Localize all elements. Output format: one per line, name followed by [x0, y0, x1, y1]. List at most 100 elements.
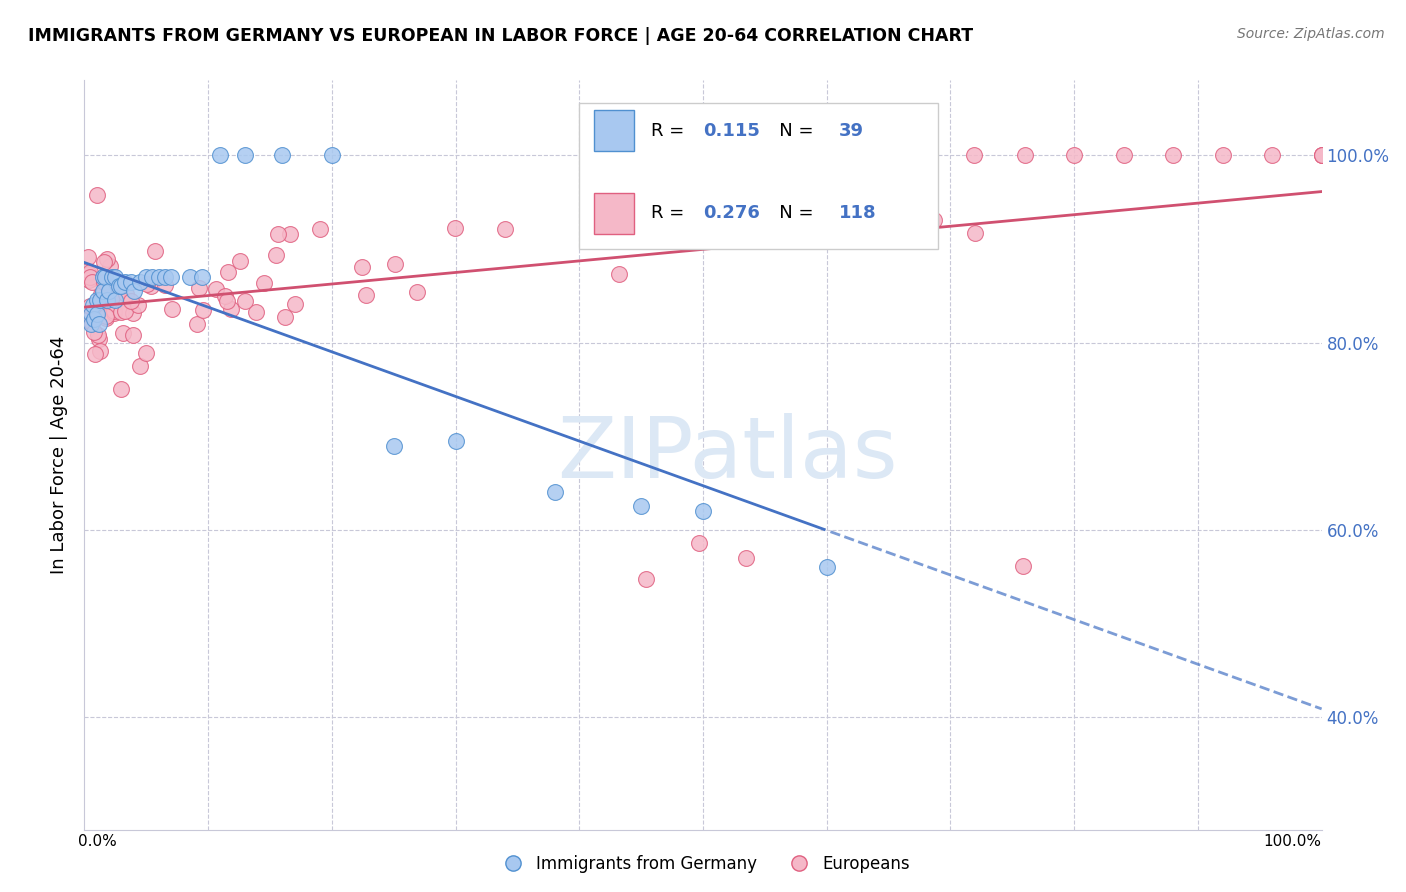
Point — [494, 222, 516, 236]
Point — [205, 282, 228, 296]
Point — [814, 211, 837, 225]
Point — [86, 187, 108, 202]
Point — [121, 306, 143, 320]
Point — [120, 294, 142, 309]
Text: R =: R = — [651, 204, 690, 222]
Point — [1012, 559, 1035, 574]
Point — [86, 301, 108, 315]
Point — [98, 259, 121, 273]
Point — [766, 148, 789, 162]
Text: 100.0%: 100.0% — [1264, 834, 1322, 849]
Point — [692, 504, 714, 518]
Point — [90, 286, 112, 301]
Text: IMMIGRANTS FROM GERMANY VS EUROPEAN IN LABOR FORCE | AGE 20-64 CORRELATION CHART: IMMIGRANTS FROM GERMANY VS EUROPEAN IN L… — [28, 27, 973, 45]
Legend: Immigrants from Germany, Europeans: Immigrants from Germany, Europeans — [489, 848, 917, 880]
Point — [807, 166, 830, 180]
Point — [79, 307, 101, 322]
Text: 0.0%: 0.0% — [79, 834, 117, 849]
Point — [1063, 148, 1085, 162]
FancyBboxPatch shape — [579, 103, 938, 249]
Point — [79, 317, 101, 331]
Point — [1212, 148, 1234, 162]
Point — [135, 277, 157, 291]
Point — [89, 344, 111, 359]
Point — [141, 269, 163, 284]
Text: N =: N = — [762, 122, 820, 140]
Point — [148, 269, 170, 284]
Point — [110, 304, 132, 318]
Point — [110, 279, 132, 293]
Point — [284, 296, 307, 310]
Point — [100, 269, 122, 284]
Point — [1014, 148, 1036, 162]
Point — [120, 275, 142, 289]
Point — [135, 269, 157, 284]
Point — [1161, 148, 1184, 162]
Point — [160, 269, 183, 284]
Point — [153, 269, 176, 284]
Point — [114, 304, 136, 318]
Point — [96, 252, 118, 266]
Point — [122, 328, 145, 343]
Point — [266, 248, 288, 262]
Point — [101, 290, 124, 304]
Point — [621, 208, 644, 222]
Point — [86, 293, 108, 308]
Point — [100, 288, 122, 302]
Point — [107, 285, 129, 299]
Point — [233, 294, 256, 309]
Point — [1310, 148, 1333, 162]
Text: 118: 118 — [839, 204, 877, 222]
Point — [405, 285, 427, 299]
Point — [813, 182, 835, 196]
Text: 0.276: 0.276 — [703, 204, 759, 222]
Point — [91, 300, 114, 314]
Text: 39: 39 — [839, 122, 865, 140]
Point — [963, 148, 986, 162]
Point — [96, 293, 118, 308]
Point — [80, 275, 103, 289]
Point — [83, 312, 105, 326]
Point — [607, 267, 630, 281]
Point — [93, 275, 115, 289]
Text: 0.115: 0.115 — [703, 122, 759, 140]
Point — [79, 268, 101, 282]
Y-axis label: In Labor Force | Age 20-64: In Labor Force | Age 20-64 — [51, 335, 69, 574]
Point — [91, 287, 114, 301]
Point — [267, 227, 290, 242]
Point — [444, 220, 467, 235]
Point — [82, 271, 104, 285]
Text: N =: N = — [762, 204, 820, 222]
Point — [79, 269, 101, 284]
Point — [94, 309, 117, 323]
Point — [94, 269, 117, 284]
Point — [141, 279, 163, 293]
Point — [76, 312, 98, 326]
Point — [153, 277, 176, 292]
Point — [89, 293, 111, 308]
Point — [87, 332, 110, 346]
Point — [444, 434, 467, 448]
Point — [214, 289, 236, 303]
Point — [688, 536, 710, 550]
Point — [1310, 148, 1333, 162]
Text: R =: R = — [651, 122, 690, 140]
Point — [1261, 148, 1284, 162]
Point — [104, 293, 127, 308]
Point — [191, 302, 214, 317]
Point — [191, 269, 214, 284]
Text: ZIPatlas: ZIPatlas — [557, 413, 898, 497]
Point — [253, 276, 276, 290]
Point — [217, 265, 239, 279]
Bar — [595, 111, 634, 152]
Point — [83, 325, 105, 339]
Point — [1112, 148, 1135, 162]
Point — [309, 222, 332, 236]
Point — [815, 560, 838, 574]
Point — [815, 210, 838, 224]
Point — [108, 279, 131, 293]
Point — [215, 294, 238, 309]
Point — [127, 298, 149, 312]
Point — [350, 260, 373, 274]
Point — [103, 302, 125, 317]
